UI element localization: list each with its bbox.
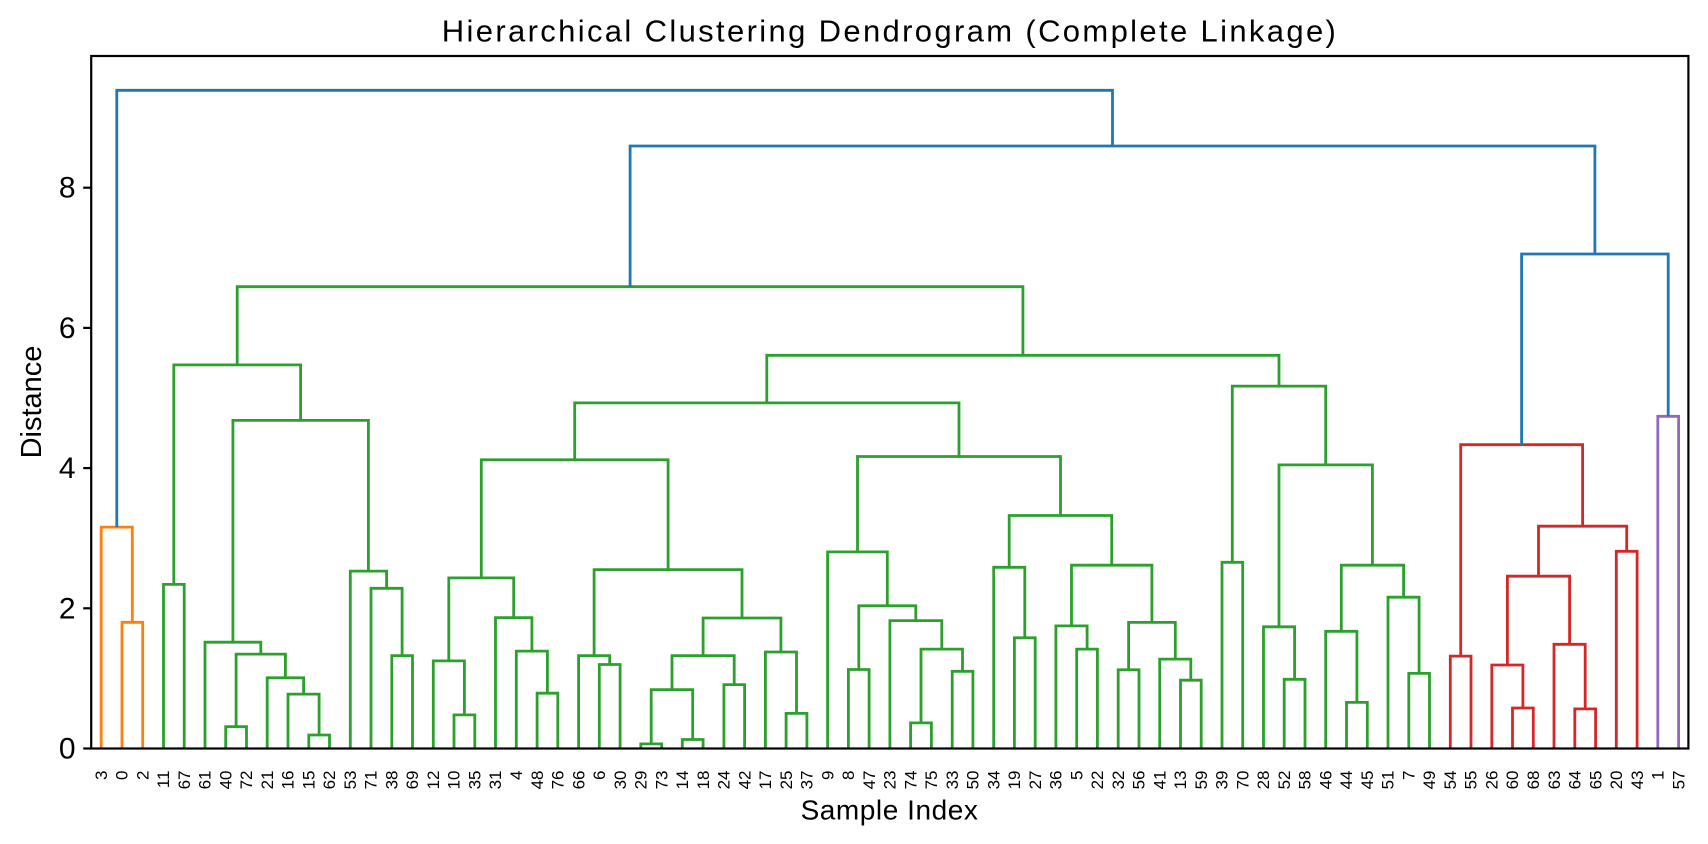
svg-text:1: 1: [1649, 771, 1668, 780]
svg-text:35: 35: [466, 771, 485, 790]
svg-text:24: 24: [715, 771, 734, 790]
svg-text:30: 30: [611, 771, 630, 790]
svg-text:68: 68: [1524, 771, 1543, 790]
svg-text:76: 76: [549, 771, 568, 790]
svg-text:59: 59: [1192, 771, 1211, 790]
svg-text:75: 75: [922, 771, 941, 790]
svg-text:7: 7: [1400, 771, 1419, 780]
svg-text:Sample Index: Sample Index: [801, 795, 979, 826]
svg-text:61: 61: [196, 771, 215, 790]
svg-text:32: 32: [1109, 771, 1128, 790]
svg-text:Hierarchical Clustering Dendro: Hierarchical Clustering Dendrogram (Comp…: [442, 13, 1338, 48]
svg-text:26: 26: [1483, 771, 1502, 790]
svg-text:27: 27: [1026, 771, 1045, 790]
svg-text:41: 41: [1150, 771, 1169, 790]
svg-text:63: 63: [1545, 771, 1564, 790]
svg-text:49: 49: [1420, 771, 1439, 790]
svg-text:29: 29: [632, 771, 651, 790]
svg-text:50: 50: [964, 771, 983, 790]
svg-text:55: 55: [1462, 771, 1481, 790]
svg-text:0: 0: [59, 733, 76, 766]
svg-text:11: 11: [154, 771, 173, 789]
svg-text:21: 21: [258, 771, 277, 790]
svg-text:46: 46: [1316, 771, 1335, 790]
svg-text:74: 74: [901, 771, 920, 790]
svg-text:23: 23: [881, 771, 900, 790]
svg-text:6: 6: [590, 771, 609, 780]
svg-text:37: 37: [798, 771, 817, 790]
svg-text:60: 60: [1503, 771, 1522, 790]
svg-text:40: 40: [216, 771, 235, 790]
svg-text:64: 64: [1566, 771, 1585, 790]
svg-text:16: 16: [279, 771, 298, 790]
svg-text:54: 54: [1441, 771, 1460, 790]
svg-text:4: 4: [59, 452, 76, 485]
svg-text:28: 28: [1254, 771, 1273, 790]
svg-text:Distance: Distance: [16, 346, 48, 459]
svg-text:17: 17: [756, 771, 775, 790]
svg-text:0: 0: [113, 771, 132, 780]
svg-text:39: 39: [1213, 771, 1232, 790]
svg-text:13: 13: [1171, 771, 1190, 790]
svg-text:51: 51: [1379, 771, 1398, 790]
svg-text:20: 20: [1607, 771, 1626, 790]
svg-text:8: 8: [839, 771, 858, 780]
svg-text:62: 62: [320, 771, 339, 790]
svg-text:8: 8: [59, 172, 76, 205]
svg-text:48: 48: [528, 771, 547, 790]
svg-text:6: 6: [59, 312, 76, 345]
svg-text:12: 12: [424, 771, 443, 790]
svg-text:47: 47: [860, 771, 879, 790]
svg-text:43: 43: [1628, 771, 1647, 790]
svg-text:25: 25: [777, 771, 796, 790]
svg-text:65: 65: [1586, 771, 1605, 790]
svg-text:53: 53: [341, 771, 360, 790]
svg-text:14: 14: [673, 771, 692, 790]
svg-text:70: 70: [1233, 771, 1252, 790]
svg-text:22: 22: [1088, 771, 1107, 790]
svg-text:42: 42: [735, 771, 754, 790]
svg-text:9: 9: [818, 771, 837, 780]
svg-text:57: 57: [1669, 771, 1688, 790]
svg-text:33: 33: [943, 771, 962, 790]
svg-text:45: 45: [1358, 771, 1377, 790]
svg-text:36: 36: [1047, 771, 1066, 790]
svg-text:38: 38: [383, 771, 402, 790]
svg-text:2: 2: [133, 771, 152, 780]
svg-text:66: 66: [569, 771, 588, 790]
svg-text:72: 72: [237, 771, 256, 790]
svg-text:5: 5: [1067, 771, 1086, 780]
svg-text:71: 71: [362, 771, 381, 790]
svg-text:73: 73: [652, 771, 671, 790]
svg-text:31: 31: [486, 771, 505, 790]
svg-text:44: 44: [1337, 771, 1356, 790]
svg-text:58: 58: [1296, 771, 1315, 790]
svg-text:10: 10: [445, 771, 464, 790]
svg-text:18: 18: [694, 771, 713, 790]
svg-text:2: 2: [59, 592, 76, 625]
svg-text:19: 19: [1005, 771, 1024, 790]
svg-text:69: 69: [403, 771, 422, 790]
svg-text:56: 56: [1130, 771, 1149, 790]
svg-text:34: 34: [984, 771, 1003, 790]
svg-text:15: 15: [299, 771, 318, 790]
svg-text:3: 3: [92, 771, 111, 780]
svg-text:4: 4: [507, 771, 526, 780]
svg-text:52: 52: [1275, 771, 1294, 790]
svg-text:67: 67: [175, 771, 194, 790]
